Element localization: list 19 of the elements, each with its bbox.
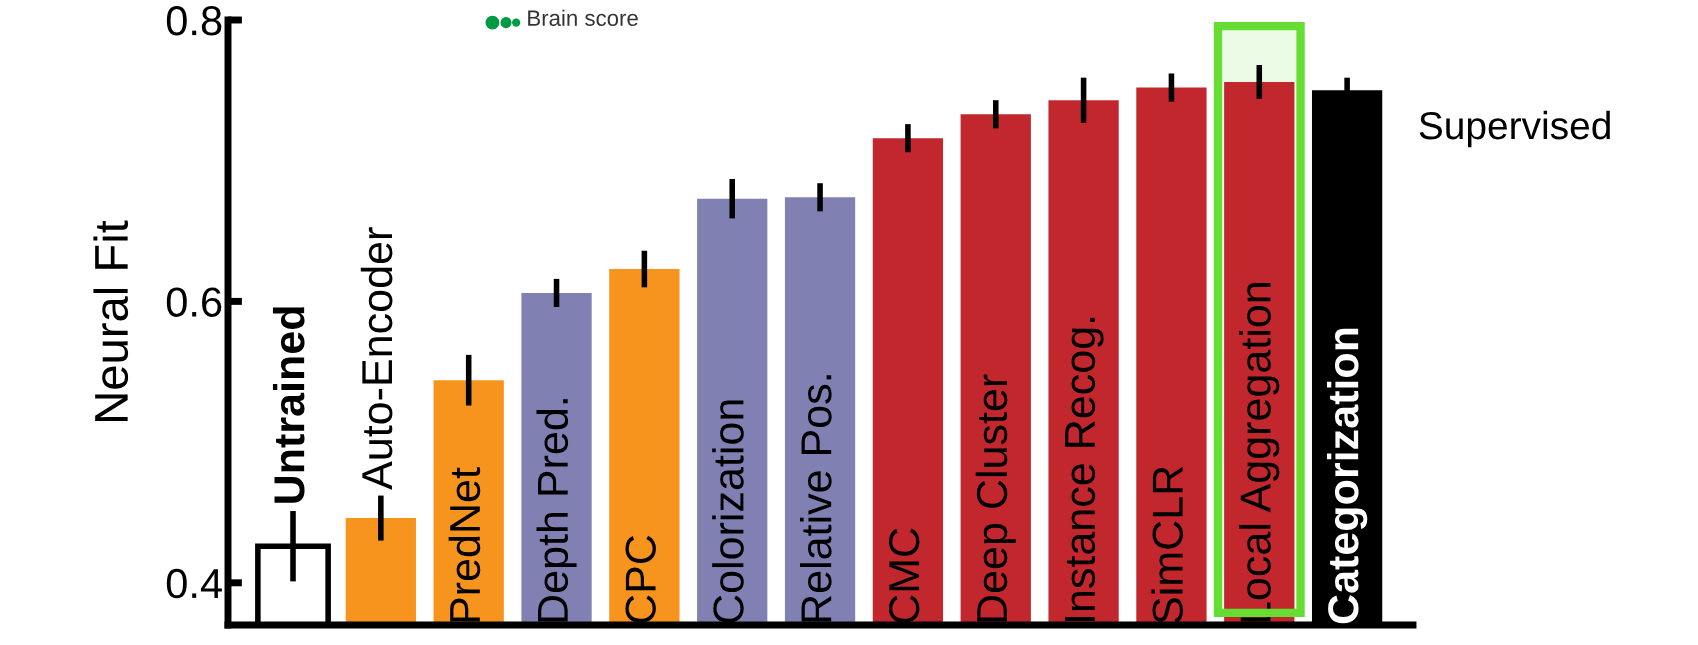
annotation: Brain score bbox=[528, 9, 638, 26]
x-tick-label: CPC bbox=[625, 535, 656, 623]
x-tick-label: Colorization bbox=[712, 400, 744, 623]
x-tick-label: Categorization bbox=[1326, 328, 1368, 624]
x-tick-label: Local Aggregation bbox=[1239, 283, 1280, 622]
x-tick-label: Instance Recog. bbox=[1065, 317, 1104, 622]
x-tick-label: Relative Pos. bbox=[799, 375, 832, 622]
x-tick-label: Untrained bbox=[272, 307, 305, 503]
x-tick-label: Deep Cluster bbox=[975, 374, 1016, 622]
y-tick-label: 0.6 bbox=[166, 287, 222, 317]
x-tick-label: Auto-Encoder bbox=[360, 227, 393, 490]
text: Supervised bbox=[1419, 110, 1610, 148]
x-tick-label: SimCLR bbox=[1151, 466, 1183, 624]
y-tick-label: 0.4 bbox=[166, 568, 222, 599]
y-tick-label: 0.8 bbox=[166, 6, 222, 36]
x-tick-label: Depth Pred. bbox=[536, 399, 577, 622]
x-tick-label: PredNet bbox=[448, 467, 481, 622]
y-axis-title: Neural Fit bbox=[93, 220, 129, 421]
x-tick-label: CMC bbox=[888, 528, 920, 623]
